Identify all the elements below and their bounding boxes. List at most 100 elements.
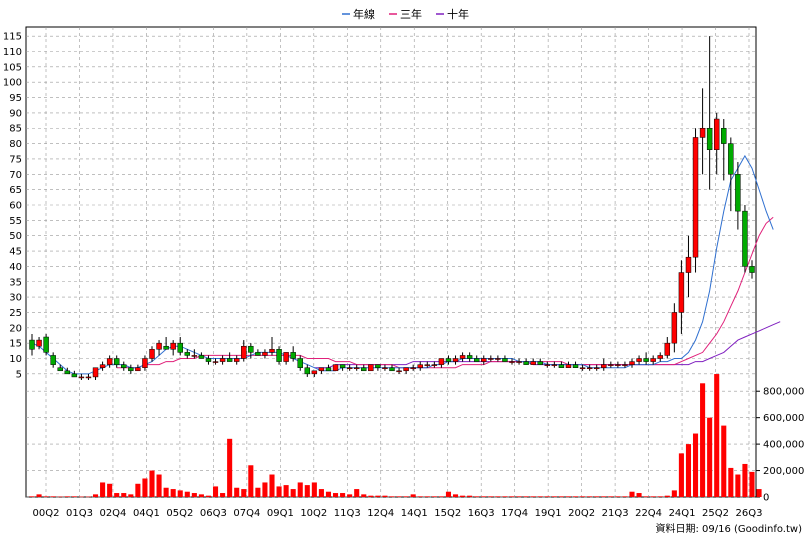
volume-bar bbox=[417, 496, 423, 497]
candle-body bbox=[346, 367, 353, 369]
candle-body bbox=[664, 342, 671, 356]
candle-body bbox=[290, 352, 296, 359]
volume-bar bbox=[742, 463, 748, 497]
volume-bar bbox=[318, 489, 324, 497]
candle-body bbox=[452, 358, 459, 362]
volume-bar bbox=[332, 493, 339, 497]
volume-bar bbox=[248, 465, 254, 497]
volume-bar bbox=[410, 494, 416, 497]
candle-body bbox=[78, 376, 85, 379]
time-tick-label: 07Q4 bbox=[233, 508, 260, 519]
volume-tick-label: 600,000 bbox=[763, 413, 804, 424]
volume-bar bbox=[142, 478, 148, 497]
volume-bar bbox=[382, 495, 388, 497]
volume-bar bbox=[29, 496, 35, 497]
price-tick-label: 115 bbox=[3, 32, 22, 43]
candle-body bbox=[389, 367, 395, 372]
candle-body bbox=[601, 364, 607, 368]
candle-body bbox=[113, 358, 120, 365]
price-tick-label: 15 bbox=[9, 339, 22, 350]
moving-average-lines bbox=[31, 154, 781, 375]
volume-tick-label: 0 bbox=[763, 493, 769, 504]
volume-bar bbox=[481, 496, 487, 497]
candle-body bbox=[671, 312, 678, 344]
candle-body bbox=[205, 358, 212, 362]
volume-bar bbox=[636, 493, 642, 497]
price-tick-label: 25 bbox=[9, 308, 22, 319]
price-tick-label: 55 bbox=[9, 216, 22, 227]
volume-bar bbox=[735, 474, 741, 497]
volume-bar bbox=[262, 482, 268, 497]
volume-bar bbox=[615, 496, 621, 497]
volume-bar bbox=[311, 482, 317, 497]
volume-bar bbox=[523, 496, 529, 497]
volume-bar bbox=[460, 495, 466, 497]
price-tick-label: 5 bbox=[16, 369, 22, 380]
price-tick-label: 100 bbox=[3, 78, 22, 89]
price-tick-label: 60 bbox=[9, 201, 22, 212]
volume-bar bbox=[643, 496, 649, 497]
time-tick-label: 15Q2 bbox=[434, 508, 461, 519]
price-tick-label: 80 bbox=[9, 139, 22, 150]
volume-bar bbox=[714, 374, 720, 497]
volume-axis: 0 200,000 400,000 600,000 800,000 bbox=[755, 378, 804, 504]
candle-body bbox=[488, 358, 494, 360]
candle-body bbox=[262, 352, 268, 356]
price-tick-label: 65 bbox=[9, 185, 22, 196]
volume-bar bbox=[516, 496, 522, 497]
price-tick-label: 110 bbox=[3, 47, 22, 58]
volume-bar bbox=[375, 495, 381, 497]
volume-bar bbox=[396, 496, 402, 497]
candle-body bbox=[375, 364, 381, 368]
volume-bar bbox=[177, 490, 183, 497]
candle-body bbox=[593, 367, 600, 369]
volume-bar bbox=[678, 453, 684, 497]
price-axis: 5 10 15 20 25 30 35 40 45 50 55 60 65 70 75 80 85 90 95 100… bbox=[3, 32, 22, 381]
candle-body bbox=[678, 272, 685, 313]
price-tick-label: 50 bbox=[9, 231, 22, 242]
time-tick-label: 24Q1 bbox=[669, 508, 696, 519]
price-tick-label: 95 bbox=[9, 93, 22, 104]
volume-bar bbox=[128, 494, 134, 497]
candle-body bbox=[177, 342, 183, 353]
volume-bar bbox=[304, 485, 310, 497]
candle-body bbox=[650, 358, 656, 362]
time-tick-label: 10Q2 bbox=[300, 508, 327, 519]
volume-bar bbox=[276, 486, 282, 497]
time-tick-label: 02Q4 bbox=[99, 508, 126, 519]
three-year-line bbox=[116, 216, 774, 369]
candle-body bbox=[325, 367, 332, 372]
candle-body bbox=[283, 352, 289, 362]
candle-body bbox=[572, 364, 579, 368]
time-tick-label: 14Q1 bbox=[401, 508, 428, 519]
candle-body bbox=[50, 355, 56, 365]
volume-bar bbox=[594, 496, 600, 497]
candle-body bbox=[502, 358, 508, 362]
candle-body bbox=[92, 367, 99, 378]
volume-bar bbox=[43, 496, 49, 497]
candle-body bbox=[57, 367, 63, 372]
price-tick-label: 10 bbox=[9, 354, 22, 365]
volume-bar bbox=[495, 496, 501, 497]
volume-bar bbox=[664, 495, 670, 497]
legend-label: 三年 bbox=[400, 7, 422, 21]
volume-bar bbox=[220, 493, 226, 497]
candle-body bbox=[495, 358, 501, 360]
candle-body bbox=[233, 358, 240, 362]
candle-body bbox=[410, 367, 416, 369]
volume-bar bbox=[184, 491, 190, 497]
candle-body bbox=[184, 352, 191, 356]
candle-body bbox=[565, 364, 572, 368]
candle-body bbox=[339, 364, 346, 368]
candle-body bbox=[403, 367, 409, 372]
volume-bar bbox=[438, 496, 444, 497]
candle-body bbox=[459, 355, 466, 359]
candle-body bbox=[685, 256, 692, 273]
price-tick-label: 40 bbox=[9, 262, 22, 273]
volume-bar bbox=[64, 496, 70, 497]
volume-bar bbox=[347, 494, 353, 497]
time-axis: 00Q2 01Q3 02Q4 04Q1 05Q2 06Q3 07Q4 09Q1 10Q2 11Q3… bbox=[33, 508, 763, 519]
volume-bar bbox=[361, 494, 367, 497]
candle-body bbox=[311, 370, 318, 375]
time-tick-label: 16Q3 bbox=[468, 508, 495, 519]
